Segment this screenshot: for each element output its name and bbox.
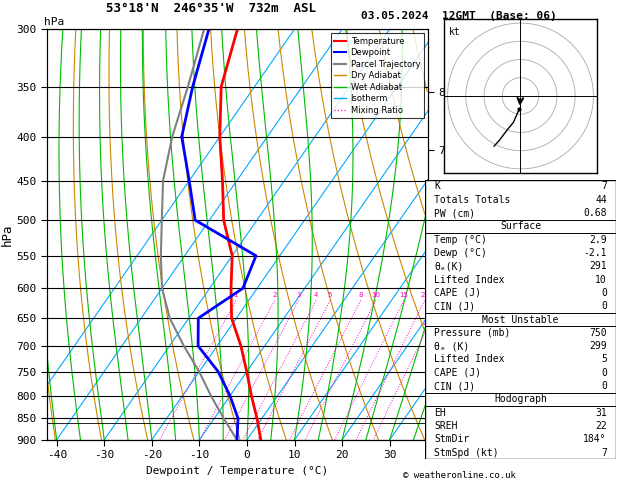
Text: EH: EH bbox=[434, 408, 446, 417]
Text: PW (cm): PW (cm) bbox=[434, 208, 476, 218]
Text: 0: 0 bbox=[601, 368, 607, 378]
Y-axis label: hPa: hPa bbox=[1, 223, 14, 246]
Text: 10: 10 bbox=[371, 293, 380, 298]
Text: 0: 0 bbox=[601, 288, 607, 298]
Text: Surface: Surface bbox=[500, 222, 541, 231]
Text: 0.68: 0.68 bbox=[583, 208, 607, 218]
Text: Pressure (mb): Pressure (mb) bbox=[434, 328, 511, 338]
Text: 20: 20 bbox=[420, 293, 429, 298]
Legend: Temperature, Dewpoint, Parcel Trajectory, Dry Adiabat, Wet Adiabat, Isotherm, Mi: Temperature, Dewpoint, Parcel Trajectory… bbox=[331, 34, 423, 118]
Text: 4: 4 bbox=[314, 293, 318, 298]
Text: StmDir: StmDir bbox=[434, 434, 469, 444]
Text: kt: kt bbox=[448, 27, 460, 37]
Text: 03.05.2024  12GMT  (Base: 06): 03.05.2024 12GMT (Base: 06) bbox=[361, 11, 557, 21]
Text: hPa: hPa bbox=[44, 17, 64, 27]
Text: SREH: SREH bbox=[434, 421, 458, 431]
Text: 750: 750 bbox=[589, 328, 607, 338]
Text: Lifted Index: Lifted Index bbox=[434, 275, 504, 285]
Text: 53°18'N  246°35'W  732m  ASL: 53°18'N 246°35'W 732m ASL bbox=[106, 2, 316, 15]
Text: Most Unstable: Most Unstable bbox=[482, 314, 559, 325]
Text: 15: 15 bbox=[399, 293, 408, 298]
Text: 44: 44 bbox=[595, 195, 607, 205]
X-axis label: Dewpoint / Temperature (°C): Dewpoint / Temperature (°C) bbox=[147, 466, 328, 476]
Text: 2.9: 2.9 bbox=[589, 235, 607, 245]
Text: 22: 22 bbox=[595, 421, 607, 431]
Text: 2: 2 bbox=[272, 293, 277, 298]
Text: 31: 31 bbox=[595, 408, 607, 417]
Text: CIN (J): CIN (J) bbox=[434, 301, 476, 311]
Text: 0: 0 bbox=[601, 381, 607, 391]
Text: Totals Totals: Totals Totals bbox=[434, 195, 511, 205]
Text: 7: 7 bbox=[601, 181, 607, 191]
Y-axis label: km
ASL: km ASL bbox=[448, 226, 469, 243]
Text: CIN (J): CIN (J) bbox=[434, 381, 476, 391]
Text: CAPE (J): CAPE (J) bbox=[434, 288, 481, 298]
Text: K: K bbox=[434, 181, 440, 191]
Text: Dewp (°C): Dewp (°C) bbox=[434, 248, 487, 258]
Text: 8: 8 bbox=[359, 293, 363, 298]
Text: CAPE (J): CAPE (J) bbox=[434, 368, 481, 378]
Text: Temp (°C): Temp (°C) bbox=[434, 235, 487, 245]
Text: 10: 10 bbox=[595, 275, 607, 285]
Text: LCL: LCL bbox=[428, 418, 445, 427]
Text: StmSpd (kt): StmSpd (kt) bbox=[434, 448, 499, 458]
Text: 0: 0 bbox=[601, 301, 607, 311]
Text: 184°: 184° bbox=[583, 434, 607, 444]
Text: -2.1: -2.1 bbox=[583, 248, 607, 258]
Text: 1: 1 bbox=[233, 293, 238, 298]
Text: 299: 299 bbox=[589, 341, 607, 351]
Text: 25: 25 bbox=[423, 320, 431, 327]
Text: © weatheronline.co.uk: © weatheronline.co.uk bbox=[403, 471, 516, 480]
Text: 5: 5 bbox=[328, 293, 332, 298]
Text: 3: 3 bbox=[296, 293, 301, 298]
FancyBboxPatch shape bbox=[425, 180, 616, 459]
Text: θₑ (K): θₑ (K) bbox=[434, 341, 469, 351]
Text: Hodograph: Hodograph bbox=[494, 394, 547, 404]
Text: 291: 291 bbox=[589, 261, 607, 271]
Text: 7: 7 bbox=[601, 448, 607, 458]
Text: Lifted Index: Lifted Index bbox=[434, 354, 504, 364]
Text: 5: 5 bbox=[601, 354, 607, 364]
Text: θₑ(K): θₑ(K) bbox=[434, 261, 464, 271]
